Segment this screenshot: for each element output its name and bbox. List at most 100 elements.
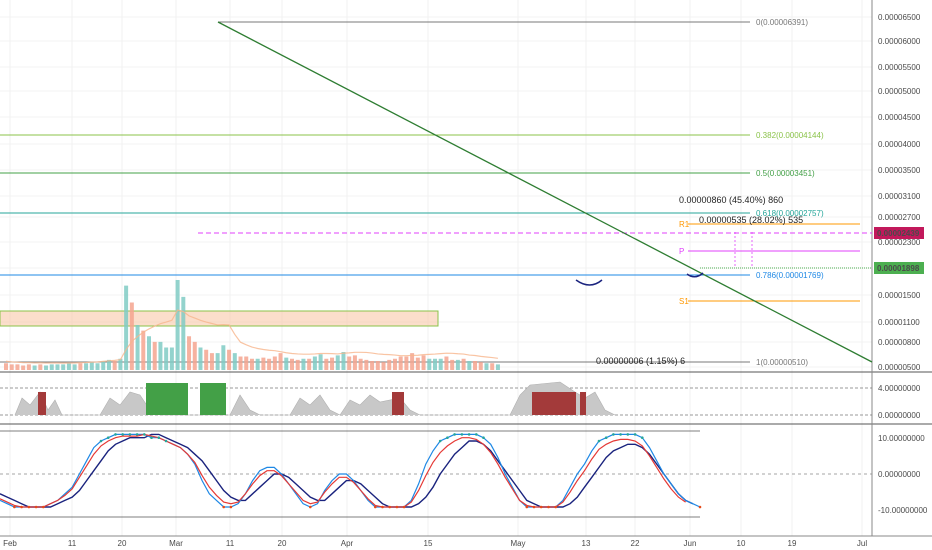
volume-bar-46 [267, 358, 272, 370]
fib-label-4: 0.786(0.00001769) [756, 271, 824, 280]
volume-bar-2 [15, 364, 20, 370]
x-tick-label-14: Jul [857, 539, 867, 548]
volume-bar-65 [375, 361, 380, 370]
volume-bar-66 [381, 362, 386, 370]
osc2-dot-19 [135, 433, 139, 436]
osc2-tick-label-2: -10.00000000 [878, 506, 928, 515]
osc1-block-2 [200, 383, 226, 415]
osc2-dot-55 [395, 505, 399, 509]
volume-bar-36 [209, 353, 214, 370]
volume-bar-59 [341, 352, 346, 370]
osc2-dot-54 [388, 505, 392, 509]
volume-bar-4 [26, 364, 31, 370]
volume-bar-82 [473, 361, 478, 370]
x-tick-label-8: May [510, 539, 525, 548]
osc2-dot-86 [619, 433, 622, 436]
osc2-dot-84 [604, 436, 608, 440]
osc2-signal-line [0, 433, 686, 508]
price-tick-label-14: 0.00000500 [878, 363, 921, 372]
volume-bar-53 [307, 358, 312, 370]
volume-bar-44 [255, 358, 260, 370]
osc1-block-3 [392, 392, 404, 415]
osc2-dot-14 [99, 439, 103, 443]
osc2-tick-label-1: 0.00000000 [878, 470, 921, 479]
volume-bar-35 [204, 349, 209, 370]
oscillator-2-pane [0, 430, 872, 518]
x-tick-label-4: 11 [226, 539, 235, 548]
x-tick-label-7: 15 [424, 539, 433, 548]
volume-bar-62 [358, 358, 363, 370]
volume-bar-6 [38, 364, 43, 370]
volume-bar-69 [398, 356, 403, 370]
volume-bar-86 [495, 364, 500, 370]
osc1-tick-label-1: 0.00000000 [878, 411, 921, 420]
osc2-dot-62 [446, 436, 449, 440]
volume-bar-33 [192, 341, 197, 370]
osc2-dot-74 [532, 505, 536, 509]
x-tick-label-1: 11 [68, 539, 77, 548]
volume-bar-38 [221, 345, 226, 370]
price-tick-label-9: 0.00002300 [878, 238, 921, 247]
x-tick-label-3: Mar [169, 539, 183, 548]
volume-bar-25 [147, 336, 151, 370]
volume-bar-27 [158, 341, 163, 370]
price-tick-label-8: 0.00002700 [878, 213, 921, 222]
x-tick-label-10: 22 [631, 539, 640, 548]
volume-bar-40 [232, 353, 237, 370]
x-tick-label-0: Feb [3, 539, 17, 548]
bottom-arc-1 [575, 279, 603, 286]
volume-bar-5 [32, 365, 37, 370]
osc2-dot-31 [222, 505, 225, 509]
price-tag-label-0: 0.00002439 [877, 229, 920, 238]
volume-bar-11 [66, 363, 71, 370]
price-tick-label-2: 0.00005500 [878, 63, 921, 72]
osc1-block-4 [532, 392, 576, 415]
volume-bar-22 [129, 302, 134, 370]
fib-label-3: 0.618(0.00002757) [756, 209, 824, 218]
volume-bar-34 [198, 347, 203, 370]
osc2-dot-23 [164, 439, 168, 443]
axes-layer: 0.00006500 0.00006000 0.00005500 0.00005000… [3, 13, 928, 548]
volume-bar-41 [238, 356, 243, 370]
osc1-block-1 [146, 383, 188, 415]
price-tick-label-5: 0.00004000 [878, 140, 921, 149]
volume-bar-12 [72, 364, 77, 370]
price-tick-label-7: 0.00003100 [878, 192, 921, 201]
osc2-dot-66 [475, 433, 478, 436]
osc2-dot-85 [612, 433, 615, 436]
volume-bar-9 [55, 364, 60, 370]
osc2-fast-line [0, 433, 701, 508]
volume-bar-56 [324, 358, 329, 370]
volume-bar-84 [484, 363, 489, 370]
x-tick-label-11: Jun [684, 539, 697, 548]
volume-bar-70 [404, 356, 409, 370]
volume-bar-3 [21, 365, 26, 370]
price-tick-label-11: 0.00001500 [878, 291, 921, 300]
price-tick-label-3: 0.00005000 [878, 87, 921, 96]
volume-bar-58 [335, 355, 340, 370]
volume-ma-line [5, 309, 498, 364]
volume-bar-43 [249, 358, 254, 370]
volume-bar-63 [364, 359, 369, 370]
osc2-dot-4 [27, 505, 31, 509]
zones-layer [0, 310, 439, 327]
volume-bar-50 [290, 358, 294, 370]
osc2-dot-75 [539, 505, 543, 509]
volume-bar-77 [444, 356, 449, 370]
volume-bar-81 [467, 361, 472, 370]
price-tag-bg-1 [874, 262, 924, 274]
volume-bar-7 [44, 365, 49, 370]
volume-bars [4, 280, 500, 370]
volume-bar-55 [318, 354, 323, 370]
fib-label-2: 0.5(0.00003451) [756, 169, 815, 178]
volume-bar-75 [433, 358, 437, 370]
measurement-label-2: 0.00000006 (1.15%) 6 [596, 356, 685, 366]
price-tick-label-0: 0.00006500 [878, 13, 921, 22]
osc2-dot-77 [554, 505, 557, 509]
price-tick-label-1: 0.00006000 [878, 37, 921, 46]
pivot-label-2: S1 [679, 297, 689, 306]
price-tag-bg-0 [874, 227, 924, 239]
osc2-dot-89 [641, 436, 644, 440]
volume-bar-28 [164, 347, 169, 370]
